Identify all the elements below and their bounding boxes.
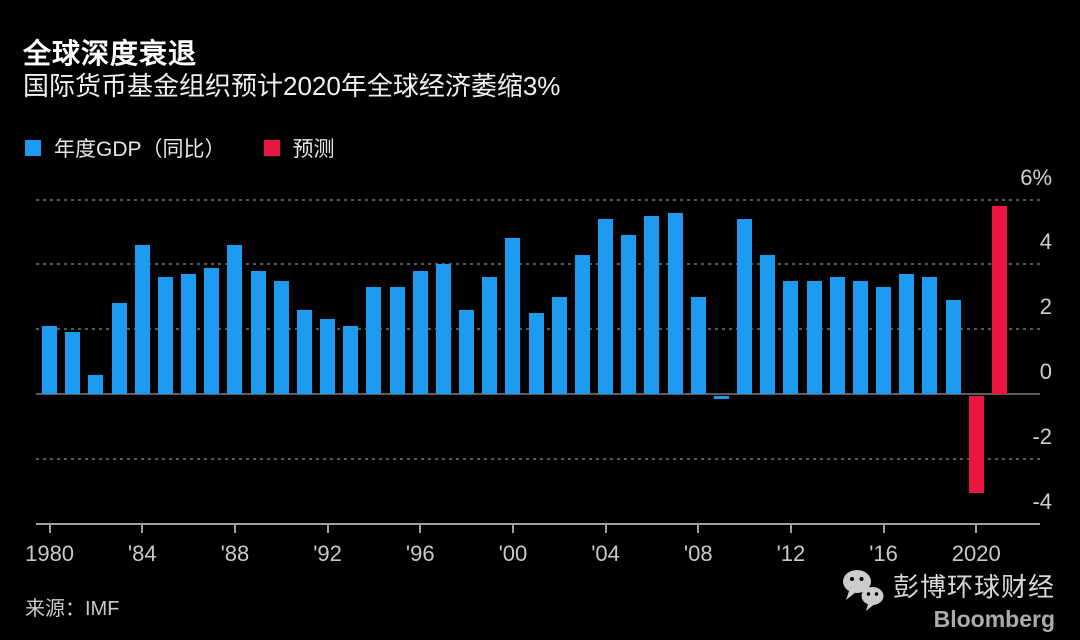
brand-name-cn: 彭博环球财经 (892, 572, 1055, 602)
bar-2017 (899, 274, 915, 394)
x-axis-tick-2012 (789, 524, 792, 533)
bar-1981 (65, 332, 81, 394)
x-axis-label-1992: '92 (313, 541, 342, 566)
x-axis-tick-2000 (511, 524, 514, 533)
x-axis-tick-1992 (326, 524, 329, 533)
legend-swatch-gdp (25, 140, 41, 156)
bar-1989 (250, 270, 266, 394)
bar-1983 (111, 303, 127, 394)
legend-item-gdp: 年度GDP（同比） (25, 133, 226, 163)
x-axis-label-1984: '84 (127, 541, 157, 566)
bar-1998 (459, 309, 475, 394)
x-axis-label-2000: '00 (498, 541, 528, 566)
bar-2011 (760, 254, 776, 394)
legend-item-forecast: 预测 (263, 133, 335, 163)
bar-2003 (574, 254, 590, 394)
bar-1990 (273, 280, 289, 394)
bar-2008 (690, 296, 706, 394)
source-label: 来源：IMF (25, 598, 120, 620)
bar-forecast-2021 (991, 206, 1007, 394)
brand-block: 彭博环球财经 Bloomberg (841, 567, 1055, 633)
x-axis-tick-1988 (233, 524, 236, 533)
bar-1995 (389, 287, 405, 394)
wechat-icon (842, 570, 884, 611)
bar-2002 (551, 296, 567, 394)
bar-1986 (181, 274, 197, 394)
bar-1987 (204, 267, 220, 394)
x-axis-tick-2004 (604, 524, 607, 533)
bar-2013 (806, 280, 822, 394)
x-axis-label-2020: 2020 (951, 541, 1001, 566)
bar-forecast-2020 (968, 396, 984, 494)
brand-text: 彭博环球财经 Bloomberg (893, 567, 1055, 633)
bar-1982 (88, 374, 104, 394)
x-axis-label-2008: '08 (683, 541, 713, 566)
bar-2001 (528, 313, 544, 394)
y-axis-label-4: 4 (1039, 229, 1052, 255)
x-axis-label-1996: '96 (405, 541, 435, 566)
x-axis-label-1988: '88 (220, 541, 250, 566)
x-axis-tick-2008 (697, 524, 700, 533)
bar-1985 (157, 277, 173, 394)
bar-1988 (227, 244, 243, 394)
x-axis-line (36, 522, 1040, 525)
bar-2018 (922, 277, 938, 394)
bar-1991 (296, 309, 312, 394)
x-axis-label-2016: '16 (869, 541, 898, 566)
y-axis-label-6%: 6% (1020, 164, 1052, 190)
x-axis-label-2004: '04 (591, 541, 620, 566)
bar-2005 (621, 235, 637, 394)
bar-2000 (505, 238, 521, 394)
gridline-6% (36, 198, 1040, 201)
bar-1997 (435, 264, 451, 394)
x-axis-tick-1980 (48, 524, 51, 533)
legend-label-forecast: 预测 (292, 138, 335, 161)
bar-2014 (829, 277, 845, 394)
y-axis-label-0: 0 (1039, 359, 1052, 384)
bar-2007 (667, 212, 683, 394)
gridline--2 (36, 457, 1040, 460)
bar-1999 (482, 277, 498, 394)
bar-2016 (876, 287, 892, 394)
x-axis-tick-1996 (419, 524, 422, 533)
legend: 年度GDP（同比） 预测 (25, 133, 335, 163)
bar-1993 (343, 325, 359, 394)
bar-2006 (644, 215, 660, 394)
chart-title: 全球深度衰退 (23, 38, 198, 69)
bar-2004 (598, 219, 614, 394)
chart-subtitle: 国际货币基金组织预计2020年全球经济萎缩3% (23, 71, 561, 101)
bar-2009 (713, 396, 729, 400)
bar-2015 (852, 280, 868, 394)
x-axis-label-1980: 1980 (25, 541, 75, 566)
bar-1996 (412, 270, 428, 394)
bar-1994 (366, 287, 382, 394)
bar-2012 (783, 280, 799, 394)
brand-name-en: Bloomberg (933, 606, 1055, 632)
x-axis-tick-1984 (141, 524, 144, 533)
bar-1984 (134, 244, 150, 394)
legend-label-gdp: 年度GDP（同比） (54, 138, 226, 161)
y-axis-label--2: -2 (1032, 423, 1052, 449)
bar-2019 (945, 300, 961, 394)
bar-1992 (320, 319, 336, 394)
zero-baseline (36, 393, 1040, 395)
gridline-4 (36, 263, 1040, 266)
bar-1980 (42, 325, 58, 394)
bar-2010 (737, 219, 753, 394)
y-axis-label-2: 2 (1039, 294, 1052, 320)
x-axis-tick-2020 (975, 524, 978, 533)
x-axis-tick-2016 (882, 524, 885, 533)
legend-swatch-forecast (263, 140, 280, 156)
y-axis-label--4: -4 (1032, 488, 1052, 514)
x-axis-label-2012: '12 (776, 541, 806, 566)
